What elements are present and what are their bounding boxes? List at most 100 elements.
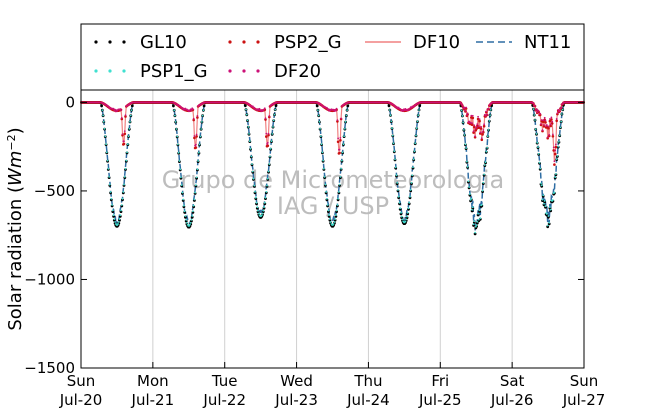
- x-tick-weekday: Thu: [353, 372, 382, 390]
- series-point: [189, 222, 192, 224]
- watermark-line-2: IAG / USP: [277, 192, 389, 220]
- series-point: [466, 114, 468, 116]
- series-point: [254, 196, 257, 199]
- series-point: [538, 161, 541, 164]
- series-point: [121, 197, 124, 200]
- series-point: [463, 106, 466, 109]
- series-point: [486, 135, 489, 138]
- legend-item-df10: DF10: [365, 32, 460, 53]
- series-point: [397, 106, 400, 109]
- series-point: [343, 135, 345, 138]
- series-point: [258, 107, 261, 110]
- series-point: [468, 120, 470, 123]
- legend-swatch: [242, 69, 246, 73]
- series-point: [183, 210, 186, 213]
- series-point: [481, 189, 484, 192]
- series-point: [181, 107, 184, 110]
- series-point: [176, 135, 179, 138]
- legend-label: NT11: [524, 32, 571, 53]
- series-point: [535, 108, 538, 110]
- series-point: [401, 218, 404, 221]
- series-point: [549, 124, 552, 128]
- series-point: [130, 109, 133, 111]
- series-point: [410, 182, 413, 184]
- series-point: [252, 177, 255, 180]
- series-point: [108, 176, 110, 178]
- series-point: [560, 120, 563, 123]
- series-point: [340, 167, 342, 170]
- y-tick-label: 0: [65, 93, 75, 111]
- series-point: [546, 136, 549, 139]
- series-point: [341, 151, 344, 154]
- series-point: [471, 116, 475, 120]
- series-point: [246, 119, 249, 122]
- series-point: [544, 121, 547, 124]
- legend-swatch: [108, 40, 112, 44]
- series-point: [543, 116, 546, 119]
- series-point: [265, 191, 268, 193]
- series-point: [485, 110, 488, 113]
- series-point: [198, 151, 200, 154]
- series-point: [536, 141, 539, 144]
- series-point: [396, 182, 399, 184]
- series-point: [544, 119, 547, 122]
- series-point: [483, 173, 485, 176]
- series-point: [266, 144, 270, 147]
- series-point: [408, 201, 411, 204]
- series-point: [267, 170, 270, 173]
- series-point: [474, 135, 476, 138]
- series-point: [480, 138, 484, 142]
- legend-swatch: [122, 40, 126, 44]
- series-point: [337, 137, 339, 140]
- series-point: [560, 106, 563, 109]
- series-point: [553, 160, 556, 163]
- series-point: [123, 140, 125, 143]
- series-point: [178, 160, 181, 162]
- series-point: [487, 129, 490, 131]
- series-point: [189, 223, 191, 226]
- series-point: [263, 201, 266, 204]
- series-point: [480, 125, 482, 128]
- series-point: [333, 221, 336, 223]
- y-axis-label-unit: Wm: [5, 151, 26, 186]
- series-point: [121, 133, 124, 136]
- series-line: [81, 101, 153, 226]
- series-point: [108, 183, 111, 186]
- series-point: [472, 224, 475, 227]
- x-tick-weekday: Mon: [137, 372, 169, 390]
- series-point: [272, 119, 275, 122]
- series-point: [552, 146, 555, 149]
- series-point: [192, 117, 195, 120]
- x-tick-date: Jul-26: [490, 391, 534, 409]
- series-point: [114, 108, 116, 111]
- x-tick-weekday: Fri: [431, 372, 449, 390]
- series-point: [130, 104, 134, 108]
- series-psp1-g: [101, 108, 564, 234]
- series-point: [326, 204, 329, 206]
- series-point: [269, 147, 272, 150]
- series-point: [335, 209, 338, 212]
- series-point: [267, 132, 270, 135]
- series-point: [476, 123, 479, 126]
- series-point: [415, 127, 418, 130]
- series-point: [543, 200, 546, 202]
- series-point: [477, 212, 479, 215]
- series-point: [190, 219, 193, 221]
- series-point: [393, 150, 396, 153]
- legend-swatch: [228, 69, 232, 73]
- series-point: [473, 220, 476, 223]
- series-point: [549, 208, 552, 211]
- series-point: [486, 146, 488, 149]
- series-point: [469, 193, 471, 196]
- series-point: [535, 133, 538, 135]
- x-tick-weekday: Sat: [500, 372, 525, 390]
- series-point: [254, 191, 256, 193]
- series-point: [549, 206, 551, 209]
- series-point: [472, 223, 475, 226]
- series-point: [102, 114, 104, 117]
- series-point: [107, 167, 110, 170]
- series-point: [474, 231, 476, 234]
- series-point: [273, 113, 276, 116]
- series-point: [391, 134, 394, 137]
- legend-box: [80, 23, 585, 91]
